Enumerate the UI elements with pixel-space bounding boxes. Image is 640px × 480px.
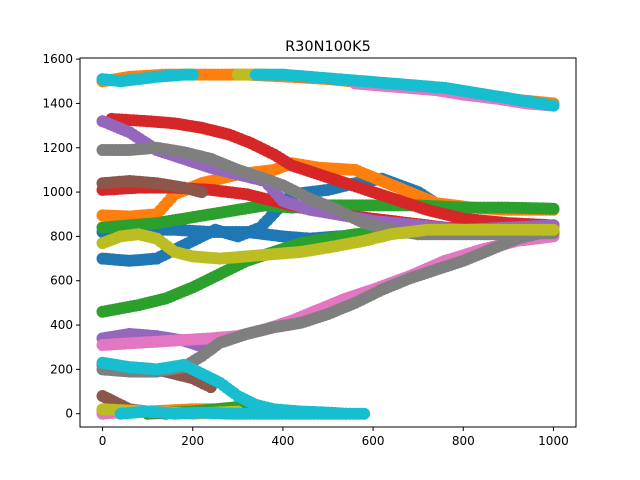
data-point: [186, 68, 199, 81]
x-tick-label: 800: [452, 434, 475, 448]
y-tick-label: 400: [50, 318, 73, 332]
y-tick-label: 1600: [42, 52, 73, 66]
data-point: [547, 99, 560, 112]
data-point: [195, 186, 208, 199]
y-tick-label: 1200: [42, 141, 73, 155]
y-tick-label: 1400: [42, 96, 73, 110]
data-point: [358, 407, 371, 420]
x-tick-label: 400: [271, 434, 294, 448]
y-tick-label: 1000: [42, 185, 73, 199]
x-tick-label: 600: [362, 434, 385, 448]
y-tick-label: 0: [65, 407, 73, 421]
y-axis: 0 200 400 600 800 1000 1200 1400 1600: [42, 52, 80, 421]
y-tick-label: 800: [50, 229, 73, 243]
data-point: [547, 202, 560, 215]
x-tick-label: 0: [99, 434, 107, 448]
y-tick-label: 600: [50, 274, 73, 288]
plot-frame: [79, 57, 577, 428]
data-point: [547, 223, 560, 236]
chart-title: R30N100K5: [285, 39, 371, 55]
y-tick-label: 200: [50, 362, 73, 376]
x-tick-label: 1000: [538, 434, 569, 448]
x-axis: 0 200 400 600 800 1000: [99, 427, 569, 448]
x-tick-label: 200: [181, 434, 204, 448]
points-layer: [96, 68, 560, 420]
